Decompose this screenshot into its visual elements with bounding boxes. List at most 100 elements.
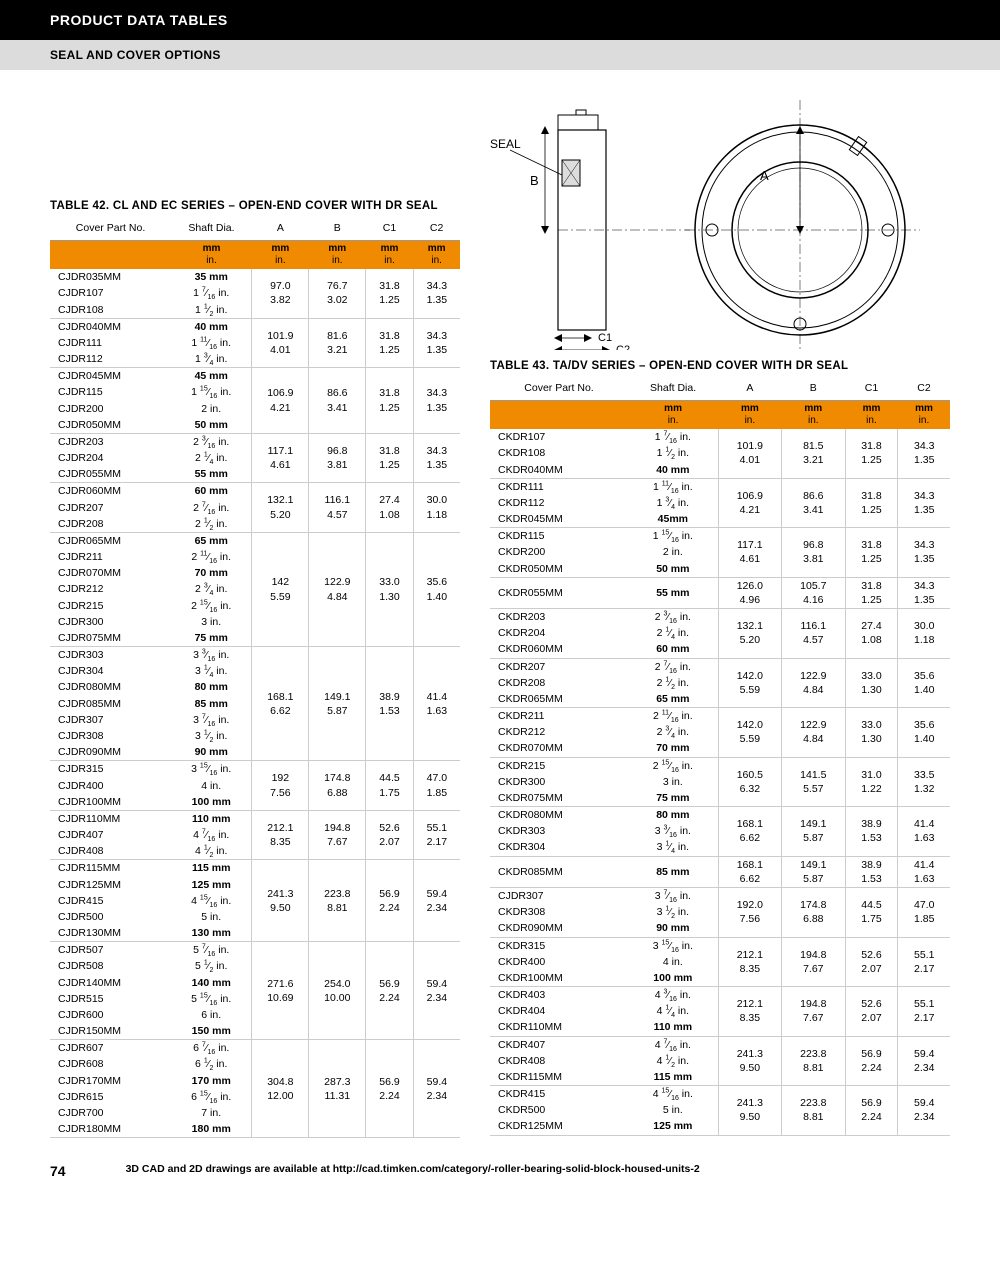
cell-part-no: CJDR215	[50, 598, 171, 614]
cell-shaft-dia: 90 mm	[628, 920, 718, 937]
table-row: CJDR2032 3⁄16 in.117.14.6196.83.8131.81.…	[50, 433, 460, 450]
cell-value: 44.51.75	[366, 761, 414, 811]
label-a: A	[760, 168, 769, 183]
cell-value: 223.88.81	[782, 1086, 845, 1136]
cell-part-no: CKDR045MM	[490, 511, 628, 528]
cell-value: 122.94.84	[782, 658, 845, 708]
cell-value: 142.05.59	[718, 708, 781, 758]
cell-shaft-dia: 2 1⁄2 in.	[628, 675, 718, 691]
cell-part-no: CKDR404	[490, 1003, 628, 1019]
cell-value: 33.51.32	[898, 757, 950, 807]
cell-value: 194.87.67	[782, 937, 845, 987]
cell-part-no: CKDR400	[490, 954, 628, 970]
page-header-gray: SEAL AND COVER OPTIONS	[0, 40, 1000, 70]
cell-part-no: CJDR050MM	[50, 417, 171, 434]
cell-value: 31.81.25	[845, 429, 898, 478]
cell-shaft-dia: 2 15⁄16 in.	[628, 757, 718, 774]
col-shaft-dia: Shaft Dia.	[171, 216, 252, 241]
table-row: CKDR3153 15⁄16 in.212.18.35194.87.6752.6…	[490, 937, 950, 954]
cell-shaft-dia: 4 15⁄16 in.	[171, 893, 252, 909]
cell-value: 117.14.61	[718, 528, 781, 578]
cell-value: 27.41.08	[366, 483, 414, 533]
col-c1: C1	[845, 376, 898, 401]
cell-part-no: CJDR408	[50, 843, 171, 860]
cell-shaft-dia: 3 1⁄2 in.	[171, 728, 252, 744]
table42-body: CJDR035MM35 mm97.03.8276.73.0231.81.2534…	[50, 269, 460, 1138]
cell-value: 132.15.20	[718, 609, 781, 659]
cell-value: 33.01.30	[845, 708, 898, 758]
cell-part-no: CKDR085MM	[490, 856, 628, 887]
cell-part-no: CKDR040MM	[490, 462, 628, 479]
cell-part-no: CKDR304	[490, 839, 628, 856]
cell-shaft-dia: 85 mm	[628, 856, 718, 887]
cell-part-no: CJDR208	[50, 516, 171, 533]
cell-part-no: CJDR040MM	[50, 318, 171, 335]
table-row: CJDR060MM60 mm132.15.20116.14.5727.41.08…	[50, 483, 460, 500]
table-row: CJDR3073 7⁄16 in.192.07.56174.86.8844.51…	[490, 887, 950, 904]
cell-shaft-dia: 65 mm	[628, 691, 718, 708]
cell-value: 174.86.88	[309, 761, 366, 811]
cell-part-no: CJDR140MM	[50, 975, 171, 991]
cell-value: 34.31.35	[413, 433, 460, 483]
cell-shaft-dia: 1 3⁄4 in.	[171, 351, 252, 368]
cell-shaft-dia: 140 mm	[171, 975, 252, 991]
cell-part-no: CJDR400	[50, 778, 171, 794]
cell-value: 304.812.00	[252, 1040, 309, 1138]
cell-part-no: CJDR080MM	[50, 679, 171, 695]
cell-part-no: CJDR303	[50, 647, 171, 664]
cell-part-no: CKDR303	[490, 823, 628, 839]
cell-value: 59.42.34	[413, 942, 460, 1040]
cell-shaft-dia: 6 15⁄16 in.	[171, 1089, 252, 1105]
cell-value: 56.92.24	[845, 1036, 898, 1086]
cell-value: 86.63.41	[782, 478, 845, 528]
table-row: CJDR3033 3⁄16 in.168.16.62149.15.8738.91…	[50, 647, 460, 664]
cell-shaft-dia: 1 1⁄2 in.	[171, 302, 252, 319]
cell-part-no: CKDR065MM	[490, 691, 628, 708]
col-b: B	[782, 376, 845, 401]
cell-shaft-dia: 6 7⁄16 in.	[171, 1040, 252, 1057]
cell-value: 212.18.35	[718, 987, 781, 1037]
table-row: CKDR2072 7⁄16 in.142.05.59122.94.8433.01…	[490, 658, 950, 675]
footer-note: 3D CAD and 2D drawings are available at …	[126, 1163, 700, 1179]
cell-value: 41.41.63	[898, 856, 950, 887]
cell-shaft-dia: 115 mm	[171, 860, 252, 877]
content-area: TABLE 42. CL AND EC SERIES – OPEN-END CO…	[0, 70, 1000, 1148]
cell-shaft-dia: 1 15⁄16 in.	[628, 528, 718, 545]
cell-part-no: CKDR315	[490, 937, 628, 954]
cell-value: 132.15.20	[252, 483, 309, 533]
table-row: CKDR4154 15⁄16 in.241.39.50223.88.8156.9…	[490, 1086, 950, 1103]
seal-label: SEAL	[490, 137, 521, 151]
cover-diagram: A B SEAL C1 C2	[490, 100, 950, 350]
label-b: B	[530, 173, 539, 188]
cell-value: 126.04.96	[718, 577, 781, 608]
cell-shaft-dia: 55 mm	[628, 577, 718, 608]
cell-shaft-dia: 115 mm	[628, 1069, 718, 1086]
cell-part-no: CKDR200	[490, 544, 628, 560]
cell-shaft-dia: 1 3⁄4 in.	[628, 495, 718, 511]
cell-shaft-dia: 180 mm	[171, 1121, 252, 1138]
cell-value: 38.91.53	[366, 647, 414, 761]
cell-part-no: CJDR108	[50, 302, 171, 319]
cell-part-no: CJDR110MM	[50, 810, 171, 827]
cell-part-no: CJDR065MM	[50, 532, 171, 549]
table-row: CKDR2112 11⁄16 in.142.05.59122.94.8433.0…	[490, 708, 950, 725]
cell-part-no: CJDR112	[50, 351, 171, 368]
page-footer: 74 3D CAD and 2D drawings are available …	[0, 1148, 1000, 1194]
table43: Cover Part No. Shaft Dia. A B C1 C2 mmin…	[490, 376, 950, 1136]
cell-value: 141.55.57	[782, 757, 845, 807]
cell-shaft-dia: 130 mm	[171, 925, 252, 942]
cell-value: 31.81.25	[845, 577, 898, 608]
cell-part-no: CJDR600	[50, 1007, 171, 1023]
cell-part-no: CKDR203	[490, 609, 628, 626]
cell-shaft-dia: 3 7⁄16 in.	[628, 887, 718, 904]
cell-value: 31.81.25	[366, 318, 414, 368]
cell-part-no: CKDR500	[490, 1102, 628, 1118]
cell-shaft-dia: 3 1⁄2 in.	[628, 904, 718, 920]
col-b: B	[309, 216, 366, 241]
cell-shaft-dia: 1 7⁄16 in.	[628, 429, 718, 445]
cell-value: 168.16.62	[718, 856, 781, 887]
cell-shaft-dia: 3 in.	[171, 614, 252, 630]
table-row: CJDR040MM40 mm101.94.0181.63.2131.81.253…	[50, 318, 460, 335]
cell-part-no: CJDR130MM	[50, 925, 171, 942]
cell-shaft-dia: 6 in.	[171, 1007, 252, 1023]
